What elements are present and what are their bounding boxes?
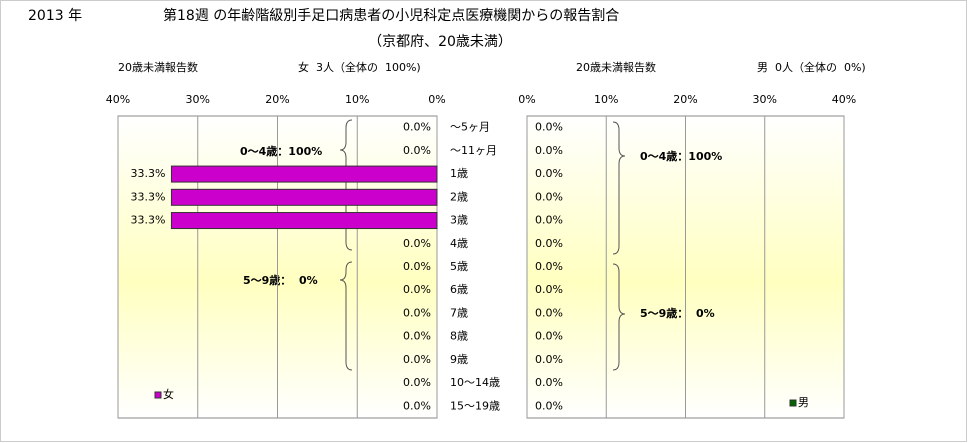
x-tick-label: 10% — [345, 93, 369, 106]
value-label: 0.0% — [535, 190, 563, 203]
value-label: 0.0% — [535, 167, 563, 180]
value-label: 33.3% — [130, 167, 165, 180]
annotation: 0～4歳：100% — [640, 149, 722, 163]
value-label: 0.0% — [535, 121, 563, 134]
brace — [612, 121, 626, 255]
annotation: 5～9歳： 0% — [243, 273, 318, 287]
value-label: 0.0% — [403, 330, 431, 343]
legend-label: 女 — [163, 387, 174, 401]
x-tick-label: 0% — [518, 93, 535, 106]
value-label: 0.0% — [403, 260, 431, 273]
count-label: 20歳未満報告数 — [576, 61, 656, 74]
count-label: 20歳未満報告数 — [118, 61, 198, 74]
value-label: 0.0% — [535, 214, 563, 227]
value-label: 0.0% — [403, 237, 431, 250]
x-tick-label: 30% — [186, 93, 210, 106]
value-label: 0.0% — [403, 144, 431, 157]
x-tick-label: 30% — [753, 93, 777, 106]
bar — [170, 165, 438, 183]
value-label: 0.0% — [535, 283, 563, 296]
bar — [170, 188, 438, 206]
legend-swatch — [789, 399, 797, 407]
value-label: 33.3% — [130, 214, 165, 227]
chart-title: 第18週 の年齢階級別手足口病患者の小児科定点医療機関からの報告割合 — [163, 7, 619, 24]
annotation: 0～4歳：100% — [240, 144, 322, 158]
value-label: 0.0% — [403, 283, 431, 296]
brace — [339, 119, 353, 251]
x-tick-label: 10% — [594, 93, 618, 106]
y-tick-label: 1歳 — [450, 167, 468, 180]
y-tick-label: 7歳 — [450, 306, 468, 319]
x-tick-label: 20% — [673, 93, 697, 106]
y-tick-label: ～5ヶ月 — [450, 121, 490, 134]
value-label: 0.0% — [535, 237, 563, 250]
y-tick-label: 9歳 — [450, 353, 468, 366]
legend-label: 男 — [798, 396, 809, 409]
x-tick-label: 40% — [106, 93, 130, 106]
bar — [170, 212, 438, 230]
y-tick-label: 8歳 — [450, 330, 468, 343]
x-tick-label: 0% — [428, 93, 445, 106]
value-label: 0.0% — [403, 121, 431, 134]
value-label: 0.0% — [403, 353, 431, 366]
y-tick-label: 4歳 — [450, 237, 468, 250]
value-label: 0.0% — [535, 376, 563, 389]
year: 2013 年 — [28, 8, 82, 24]
value-label: 0.0% — [535, 353, 563, 366]
annotation: 5～9歳： 0% — [640, 306, 715, 320]
y-tick-label: 6歳 — [450, 283, 468, 296]
value-label: 0.0% — [403, 376, 431, 389]
legend-swatch — [154, 391, 162, 399]
y-tick-label: 5歳 — [450, 260, 468, 273]
brace — [339, 261, 353, 371]
y-tick-label: 3歳 — [450, 214, 468, 227]
summary: 女 3人（全体の 100%) — [298, 60, 421, 74]
y-tick-label: 10～14歳 — [450, 376, 500, 389]
value-label: 0.0% — [535, 399, 563, 412]
brace — [612, 263, 626, 371]
x-tick-label: 40% — [832, 93, 856, 106]
value-label: 0.0% — [535, 260, 563, 273]
y-tick-label: ～11ヶ月 — [450, 144, 497, 157]
y-tick-label: 15～19歳 — [450, 399, 500, 412]
value-label: 0.0% — [403, 306, 431, 319]
chart-subtitle: （京都府、20歳未満） — [368, 34, 512, 50]
value-label: 0.0% — [403, 399, 431, 412]
summary: 男 0人（全体の 0%) — [757, 60, 866, 74]
value-label: 33.3% — [130, 190, 165, 203]
value-label: 0.0% — [535, 144, 563, 157]
x-tick-label: 20% — [265, 93, 289, 106]
value-label: 0.0% — [535, 330, 563, 343]
value-label: 0.0% — [535, 306, 563, 319]
y-tick-label: 2歳 — [450, 190, 468, 203]
